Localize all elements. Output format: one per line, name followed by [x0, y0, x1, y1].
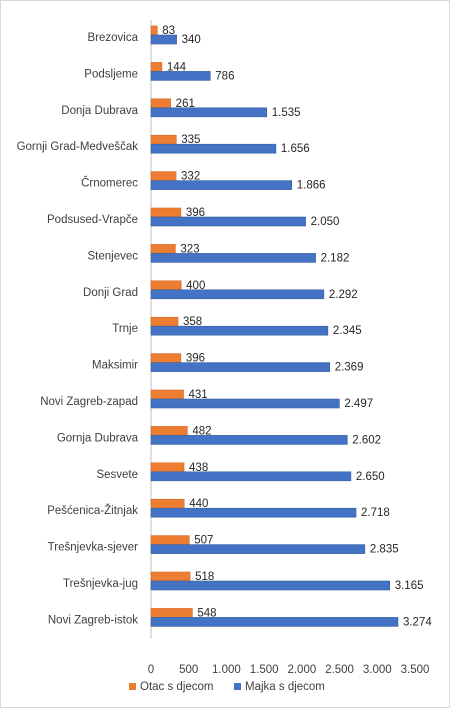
bar-majka-s-djecom [150, 580, 391, 591]
x-tick-label: 500 [179, 664, 198, 676]
data-label-majka: 3.274 [403, 616, 432, 628]
data-label-majka: 2.182 [321, 252, 350, 264]
data-label-majka: 786 [215, 70, 234, 82]
category-label: Trešnjevka-jug [63, 578, 138, 590]
bar-majka-s-djecom [150, 471, 352, 482]
bar-majka-s-djecom [150, 107, 268, 118]
category-label: Gornji Grad-Medveščak [17, 141, 139, 153]
data-label-majka: 1.535 [272, 107, 301, 119]
category-label: Črnomerec [81, 177, 138, 190]
data-label-majka: 2.650 [356, 471, 385, 483]
data-label-otac: 332 [181, 171, 200, 183]
data-label-majka: 2.602 [352, 434, 381, 446]
data-label-otac: 507 [194, 535, 213, 547]
category-label: Novi Zagreb-zapad [40, 396, 138, 408]
bar-otac-s-djecom [150, 134, 177, 145]
data-label-otac: 396 [186, 353, 205, 365]
data-label-otac: 335 [181, 134, 200, 146]
data-label-majka: 2.718 [361, 507, 390, 519]
data-label-majka: 3.165 [395, 580, 424, 592]
bar-otac-s-djecom [150, 535, 190, 545]
bar-otac-s-djecom [150, 171, 177, 181]
bar-otac-s-djecom [150, 25, 158, 36]
legend-majka-swatch [234, 683, 241, 690]
bar-majka-s-djecom [150, 143, 277, 154]
bar-majka-s-djecom [150, 435, 348, 445]
data-label-otac: 400 [186, 280, 205, 292]
data-label-majka: 2.835 [370, 544, 399, 556]
data-label-otac: 396 [186, 207, 205, 219]
category-label: Trnje [112, 323, 138, 335]
legend-majka-label: Majka s djecom [245, 681, 325, 693]
bar-majka-s-djecom [150, 362, 330, 372]
data-label-majka: 340 [182, 34, 201, 46]
bar-otac-s-djecom [150, 608, 193, 618]
bar-majka-s-djecom [150, 253, 316, 263]
bar-majka-s-djecom [150, 216, 306, 227]
data-label-otac: 482 [192, 425, 211, 437]
bar-otac-s-djecom [150, 316, 179, 327]
data-label-otac: 323 [180, 243, 199, 255]
data-label-otac: 438 [189, 462, 208, 474]
bar-otac-s-djecom [150, 98, 171, 109]
bar-otac-s-djecom [150, 280, 182, 291]
category-label: Gornja Dubrava [57, 432, 139, 444]
category-label: Maksimir [92, 360, 138, 372]
x-tick-label: 3.500 [401, 664, 430, 676]
bar-majka-s-djecom [150, 180, 293, 190]
data-label-otac: 261 [176, 98, 195, 110]
category-label: Podsused-Vrapče [47, 214, 138, 226]
data-label-otac: 518 [195, 571, 214, 583]
bar-majka-s-djecom [150, 34, 177, 45]
bar-majka-s-djecom [150, 289, 325, 300]
bar-majka-s-djecom [150, 325, 329, 336]
data-label-majka: 1.656 [281, 143, 310, 155]
legend-otac-swatch [129, 683, 136, 690]
category-label: Novi Zagreb-istok [48, 614, 138, 626]
x-tick-label: 2.500 [325, 664, 354, 676]
bar-majka-s-djecom [150, 617, 399, 627]
data-label-majka: 2.497 [344, 398, 373, 410]
bar-otac-s-djecom [150, 389, 184, 400]
data-label-majka: 2.292 [329, 289, 358, 301]
data-label-otac: 83 [162, 25, 175, 37]
x-tick-label: 1.500 [250, 664, 279, 676]
category-label: Stenjevec [87, 250, 138, 262]
bar-otac-s-djecom [150, 207, 182, 218]
legend-otac-label: Otac s djecom [140, 681, 214, 693]
x-tick-label: 0 [148, 664, 154, 676]
bar-otac-s-djecom [150, 498, 185, 509]
data-label-otac: 431 [189, 389, 208, 401]
bar-otac-s-djecom [150, 353, 182, 363]
category-label: Podsljeme [84, 68, 138, 80]
bar-otac-s-djecom [150, 462, 185, 473]
bar-majka-s-djecom [150, 544, 366, 554]
data-label-otac: 144 [167, 61, 187, 73]
data-label-majka: 2.345 [333, 325, 362, 337]
category-label: Donja Dubrava [61, 105, 138, 117]
x-tick-label: 3.000 [363, 664, 392, 676]
category-label: Donji Grad [83, 287, 138, 299]
bar-majka-s-djecom [150, 398, 340, 409]
bar-otac-s-djecom [150, 426, 188, 436]
category-label: Pešćenica-Žitnjak [47, 504, 138, 517]
category-label: Brezovica [88, 32, 139, 44]
data-label-majka: 1.866 [297, 180, 326, 192]
data-label-otac: 548 [197, 607, 216, 619]
x-tick-label: 1.000 [212, 664, 241, 676]
bar-majka-s-djecom [150, 507, 357, 518]
data-label-otac: 358 [183, 316, 202, 328]
bar-majka-s-djecom [150, 71, 211, 81]
bar-otac-s-djecom [150, 62, 163, 72]
bar-otac-s-djecom [150, 571, 191, 582]
data-label-majka: 2.050 [311, 216, 340, 228]
category-label: Trešnjevka-sjever [48, 542, 138, 554]
data-label-otac: 440 [189, 498, 208, 510]
x-tick-label: 2.000 [287, 664, 316, 676]
bar-otac-s-djecom [150, 244, 176, 254]
data-label-majka: 2.369 [335, 362, 364, 374]
category-label: Sesvete [96, 469, 138, 481]
